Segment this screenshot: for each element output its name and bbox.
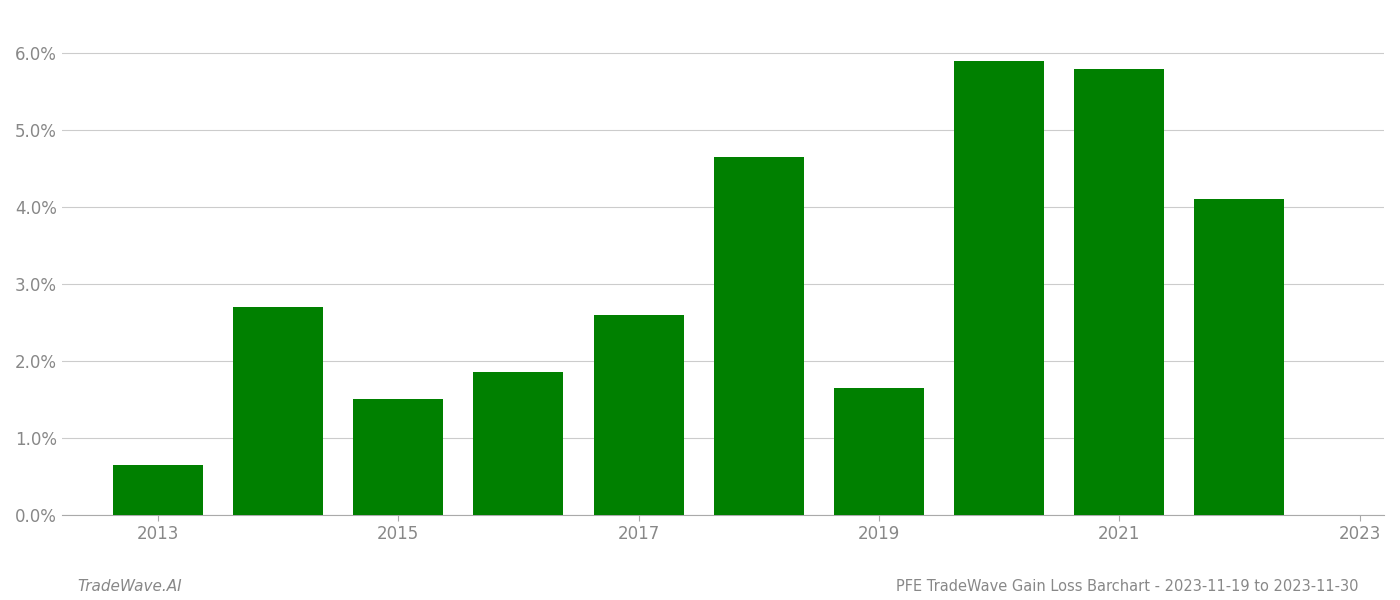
- Bar: [473, 373, 563, 515]
- Bar: [834, 388, 924, 515]
- Bar: [1074, 69, 1165, 515]
- Bar: [232, 307, 323, 515]
- Text: TradeWave.AI: TradeWave.AI: [77, 579, 182, 594]
- Bar: [1194, 199, 1284, 515]
- Bar: [594, 315, 683, 515]
- Bar: [113, 464, 203, 515]
- Bar: [353, 399, 444, 515]
- Bar: [953, 61, 1044, 515]
- Text: PFE TradeWave Gain Loss Barchart - 2023-11-19 to 2023-11-30: PFE TradeWave Gain Loss Barchart - 2023-…: [896, 579, 1358, 594]
- Bar: [714, 157, 804, 515]
